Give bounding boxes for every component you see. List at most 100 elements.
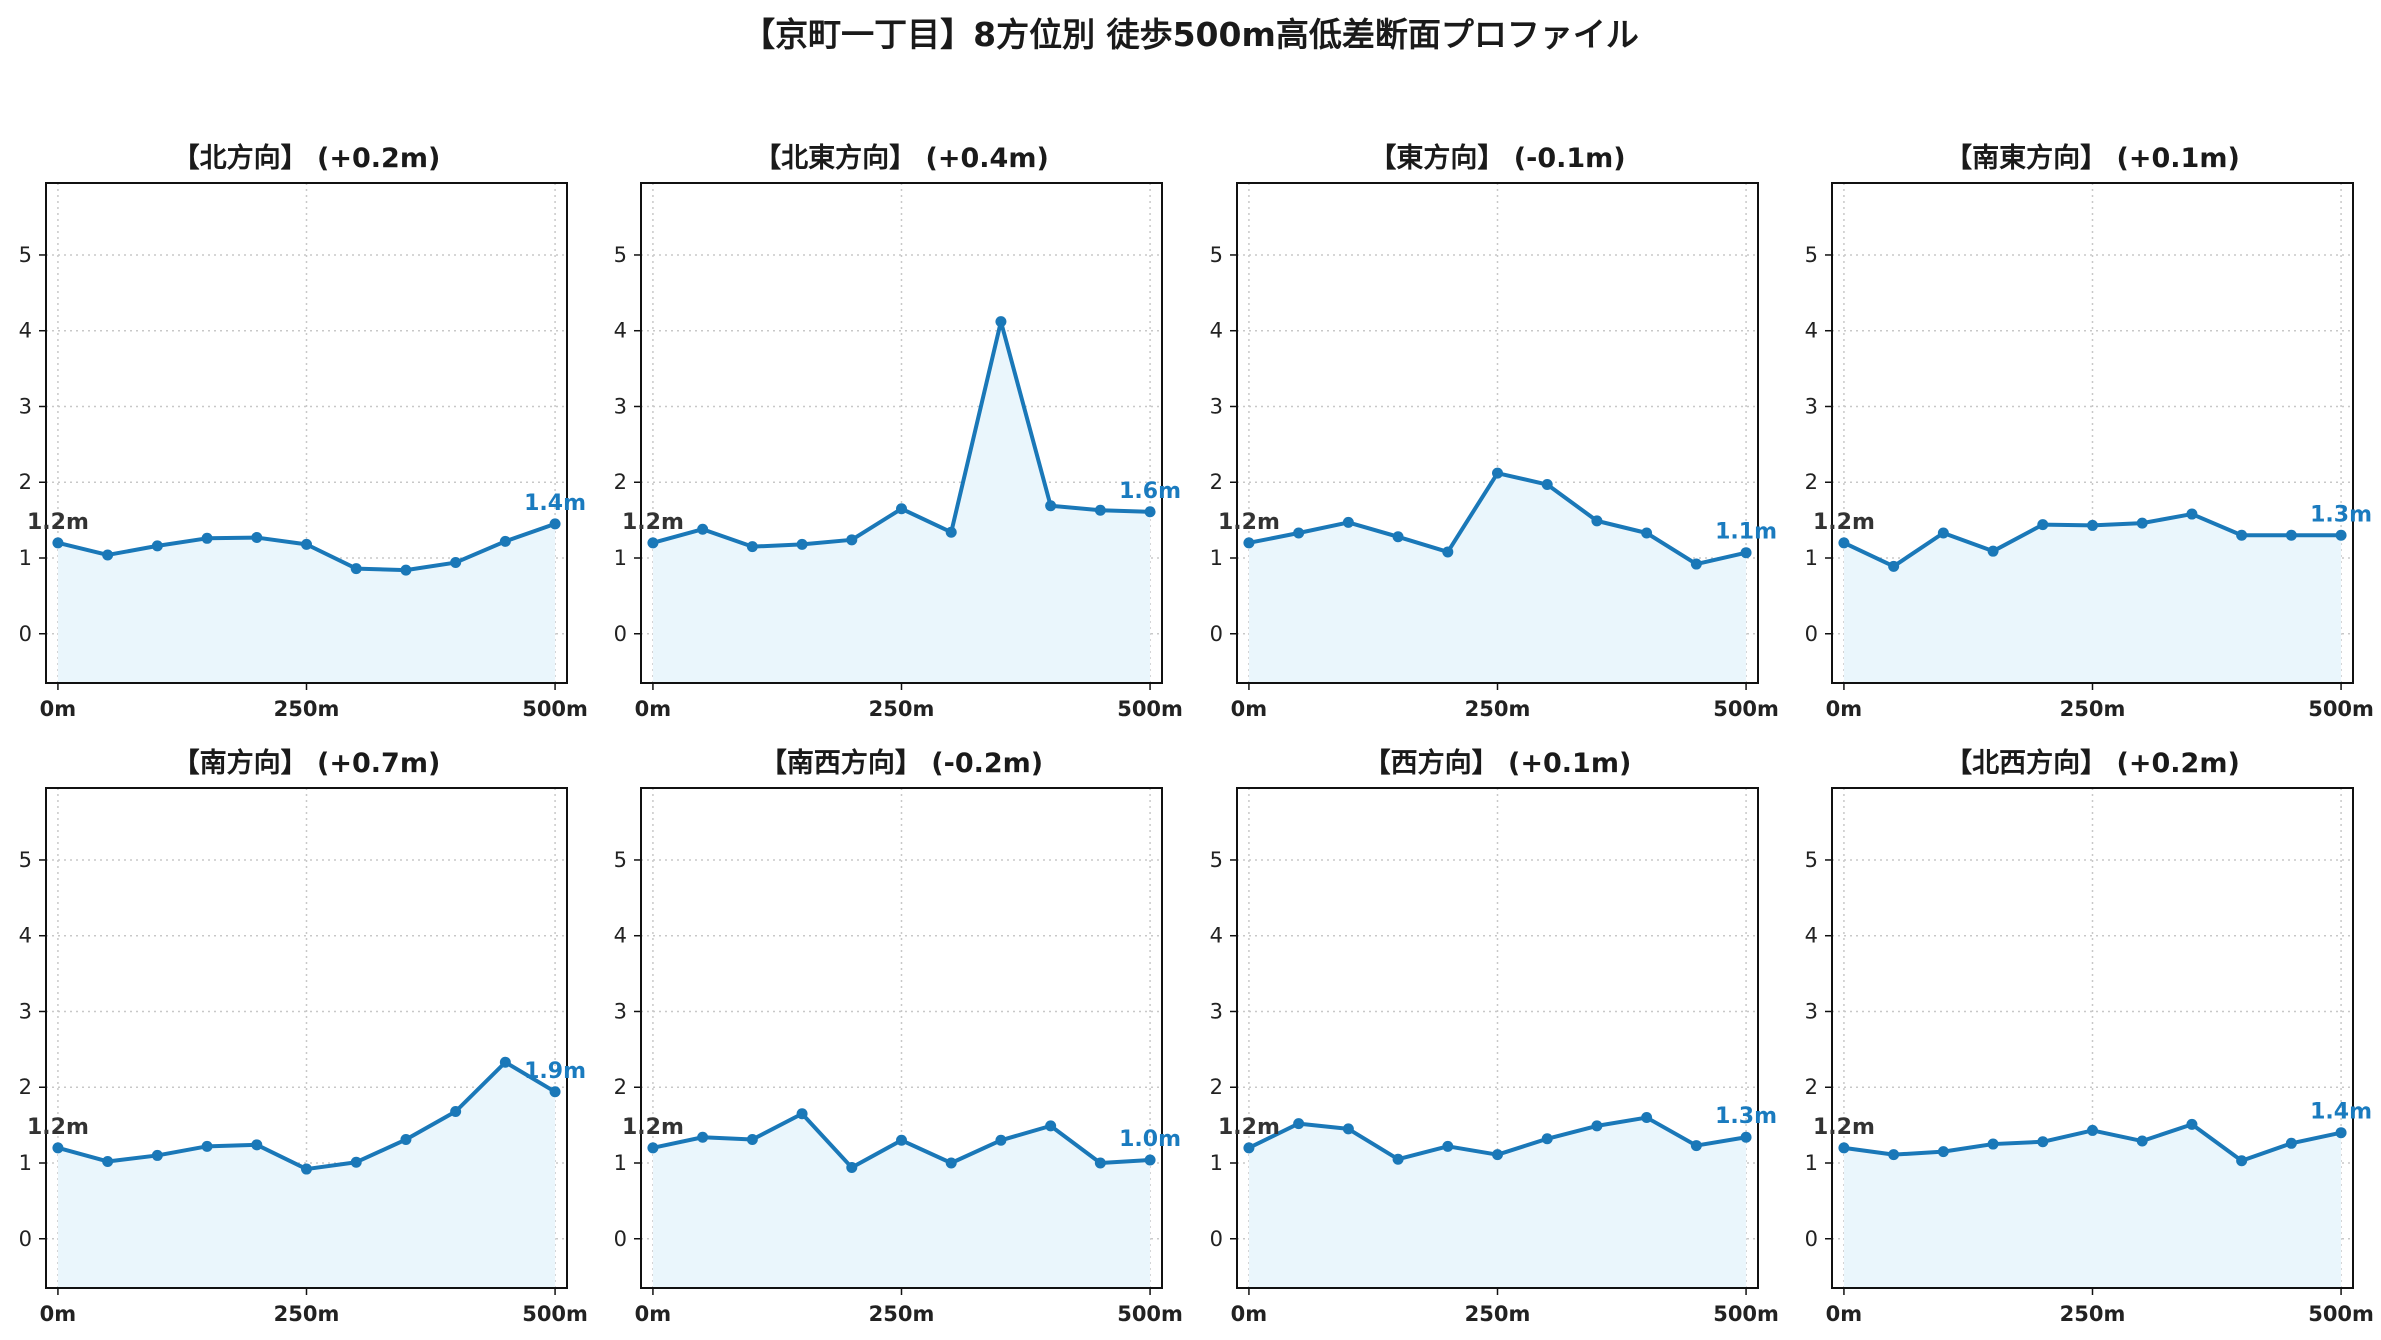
data-point [1293,1118,1305,1130]
y-tick-label: 1 [1210,546,1223,570]
data-point [1144,1154,1156,1166]
data-point [450,1105,462,1117]
end-value-label: 1.6m [1119,479,1181,504]
x-tick-label: 500m [1117,697,1183,721]
x-tick-label: 500m [1713,1302,1779,1326]
data-point [1293,527,1305,539]
y-tick-label: 3 [1805,394,1818,418]
end-value-label: 1.4m [524,491,586,516]
data-point [846,534,858,546]
data-point [1641,527,1653,539]
y-tick-label: 4 [1805,319,1818,343]
y-tick-label: 1 [1805,1151,1818,1175]
subplot-title: 【南方向】 (+0.7m) [173,747,441,779]
chart-panel-2: 0 1 2 3 4 5 0m 250m 500m 【東方向】 (-0.1m) 1.2m 1.1m [1210,142,1779,721]
data-point [450,557,462,569]
subplot-title: 【東方向】 (-0.1m) [1369,142,1625,174]
data-point [549,518,561,530]
start-value-label: 1.2m [622,510,684,535]
chart-panel-5: 0 1 2 3 4 5 0m 250m 500m 【南西方向】 (-0.2m) 1.2m 1.0m [614,747,1183,1326]
x-tick-label: 0m [1231,697,1268,721]
data-point [2087,519,2098,531]
data-point [995,1134,1007,1146]
data-point [1243,537,1255,549]
chart-panel-1: 0 1 2 3 4 5 0m 250m 500m 【北東方向】 (+0.4m) 1.2m 1.6m [614,142,1183,721]
subplot-title: 【南東方向】 (+0.1m) [1945,142,2240,174]
data-point [2285,529,2297,541]
x-tick-label: 250m [274,697,340,721]
y-tick-label: 4 [19,924,32,948]
data-point [151,540,163,552]
y-tick-label: 3 [1210,394,1223,418]
area-fill [652,321,1151,683]
data-point [647,1142,659,1154]
y-tick-label: 3 [19,394,32,418]
subplot-title: 【北方向】 (+0.2m) [173,142,441,174]
x-tick-label: 500m [1117,1302,1183,1326]
y-tick-label: 0 [19,1227,32,1251]
data-point [896,503,907,515]
page-title: 【京町一丁目】8方位別 徒歩500m高低差断面プロファイル [742,15,1639,54]
data-point [102,1155,114,1167]
x-tick-label: 250m [2060,697,2126,721]
y-tick-label: 4 [614,319,627,343]
start-value-label: 1.2m [1813,510,1875,535]
y-tick-label: 2 [19,470,32,494]
data-point [1888,560,1900,572]
data-point [1740,547,1752,559]
y-tick-label: 0 [19,622,32,646]
y-tick-label: 4 [1805,924,1818,948]
data-point [2136,517,2148,529]
data-point [2087,1124,2098,1136]
x-tick-label: 500m [2308,697,2374,721]
data-point [251,1139,263,1151]
y-tick-label: 4 [1210,924,1223,948]
y-tick-label: 1 [19,1151,32,1175]
y-tick-label: 0 [614,1227,627,1251]
area-fill [1843,1124,2342,1288]
y-tick-label: 2 [1210,1075,1223,1099]
data-point [1094,504,1106,516]
data-point [400,1134,412,1146]
data-point [1541,1133,1553,1145]
y-tick-label: 0 [1805,622,1818,646]
data-point [1838,1142,1850,1154]
data-point [499,535,511,547]
x-tick-label: 0m [635,1302,672,1326]
data-point [52,1142,64,1154]
data-point [1888,1149,1900,1161]
data-point [549,1086,561,1098]
data-point [1094,1157,1106,1169]
y-tick-label: 2 [1210,470,1223,494]
data-point [1987,1138,1999,1150]
y-tick-label: 4 [614,924,627,948]
area-fill [1248,473,1747,683]
chart-panel-0: 0 1 2 3 4 5 0m 250m 500m 【北方向】 (+0.2m) 1.2m 1.4m [19,142,588,721]
area-fill [57,523,556,683]
x-tick-label: 250m [2060,1302,2126,1326]
x-tick-label: 250m [1465,697,1531,721]
data-point [301,538,312,550]
y-tick-label: 0 [614,622,627,646]
data-point [350,1156,362,1168]
y-tick-label: 1 [614,1151,627,1175]
y-tick-label: 5 [614,243,627,267]
y-tick-label: 3 [19,999,32,1023]
area-fill [57,1062,556,1288]
data-point [201,1140,213,1152]
y-tick-label: 2 [614,1075,627,1099]
y-tick-label: 0 [1210,1227,1223,1251]
data-point [2335,529,2347,541]
data-point [697,523,709,535]
y-tick-label: 5 [1805,848,1818,872]
y-tick-label: 0 [1210,622,1223,646]
data-point [1690,1140,1702,1152]
data-point [1144,506,1156,518]
data-point [796,1108,808,1120]
data-point [896,1134,907,1146]
y-tick-label: 1 [19,546,32,570]
data-point [1541,479,1553,491]
data-point [301,1163,312,1175]
x-tick-label: 500m [1713,697,1779,721]
